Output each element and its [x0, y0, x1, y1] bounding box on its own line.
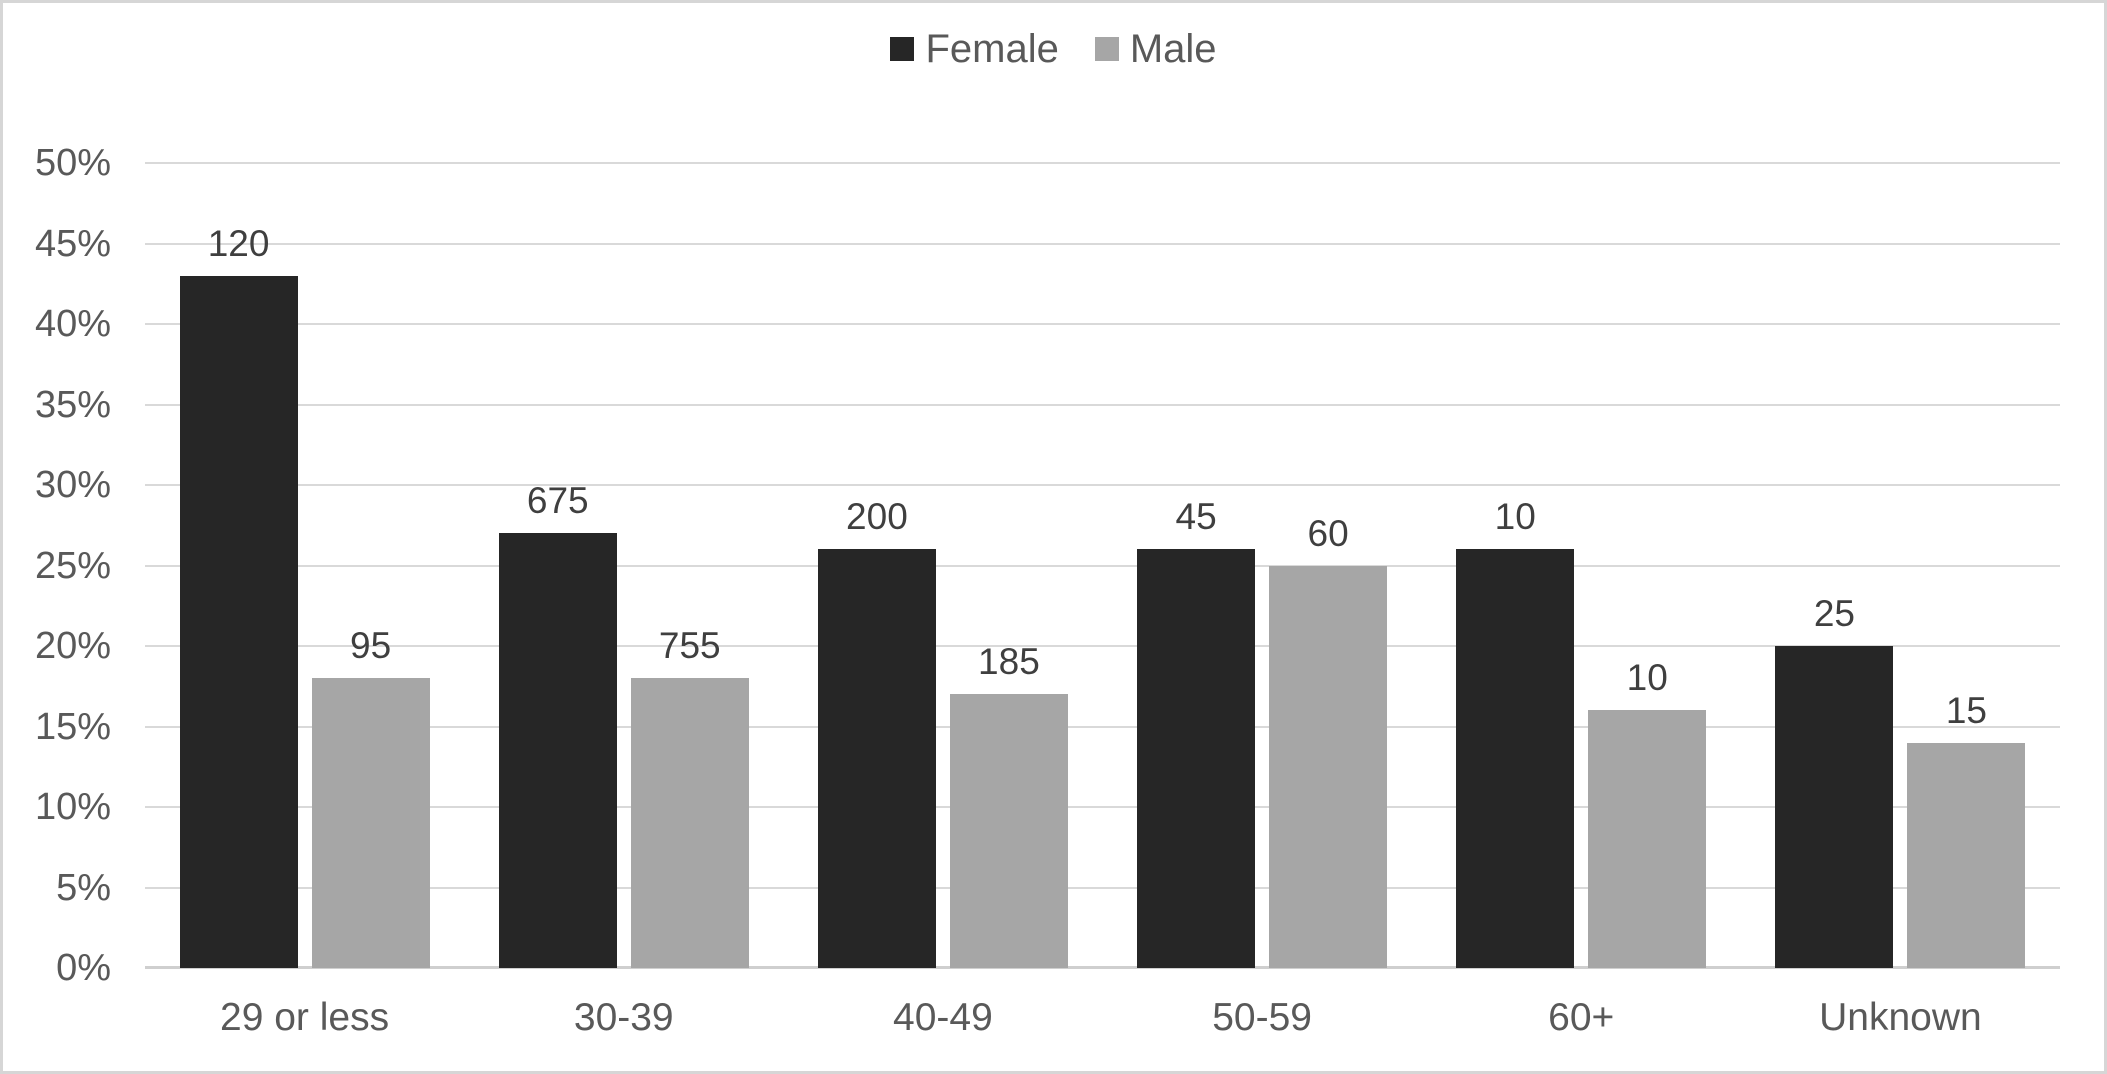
data-label-female-60+: 10 — [1494, 496, 1536, 538]
x-tick-label-40-49: 40-49 — [893, 996, 993, 1039]
data-label-female-50-59: 45 — [1175, 496, 1217, 538]
bar-male-60+[interactable] — [1588, 710, 1707, 968]
bar-male-29-or-less[interactable] — [311, 678, 430, 968]
data-label-male-60+: 10 — [1626, 657, 1668, 699]
y-tick-label-20: 20% — [34, 625, 111, 667]
bar-female-30-39[interactable] — [498, 533, 617, 968]
bar-female-29-or-less[interactable] — [179, 275, 298, 968]
y-tick-label-50: 50% — [34, 142, 111, 184]
gridline-50pct — [145, 162, 2060, 164]
data-label-female-40-49: 200 — [846, 496, 908, 538]
y-tick-label-10: 10% — [34, 786, 111, 828]
gridline-40pct — [145, 323, 2060, 325]
gridline-45pct — [145, 242, 2060, 245]
x-tick-label-30-39: 30-39 — [573, 996, 674, 1039]
data-label-male-30-39: 755 — [658, 625, 721, 667]
gridline-0pct — [145, 966, 2060, 969]
gridline-5pct — [145, 886, 2060, 889]
y-tick-label-15: 15% — [34, 705, 111, 748]
bar-male-40-49[interactable] — [949, 694, 1068, 968]
plot-area: 120 95 675 755 200 185 45 60 10 10 25 15 — [145, 162, 2060, 969]
gridline-35pct — [145, 403, 2060, 406]
bar-male-50-59[interactable] — [1269, 565, 1388, 968]
x-tick-label-60+: 60+ — [1548, 996, 1615, 1039]
data-label-female-unknown: 25 — [1813, 593, 1855, 634]
bar-female-40-49[interactable] — [817, 549, 936, 968]
gridline-30pct — [145, 484, 2060, 486]
legend-item-female[interactable]: Female — [890, 27, 1059, 71]
bar-male-unknown[interactable] — [1907, 742, 2026, 968]
y-tick-label-30: 30% — [34, 464, 111, 506]
data-label-female-29-or-less: 120 — [207, 222, 270, 264]
data-label-male-40-49: 185 — [978, 641, 1040, 683]
data-label-female-30-39: 675 — [526, 480, 589, 522]
bar-female-50-59[interactable] — [1137, 549, 1256, 968]
data-label-male-50-59: 60 — [1307, 512, 1349, 554]
female-swatch-icon — [890, 37, 915, 61]
data-label-male-29-or-less: 95 — [350, 625, 392, 667]
bar-male-30-39[interactable] — [630, 678, 749, 968]
gridline-15pct — [145, 725, 2060, 728]
y-tick-label-0: 0% — [56, 947, 111, 989]
gridline-25pct — [145, 564, 2060, 567]
x-tick-label-unknown: Unknown — [1819, 996, 1982, 1039]
bar-female-unknown[interactable] — [1775, 646, 1894, 968]
legend-label-male: Male — [1129, 27, 1217, 71]
x-tick-label-50-59: 50-59 — [1212, 996, 1312, 1039]
x-tick-label-29-or-less: 29 or less — [220, 996, 390, 1039]
y-tick-label-5: 5% — [56, 866, 111, 909]
legend-label-female: Female — [925, 27, 1059, 71]
gridline-20pct — [145, 645, 2060, 647]
bar-female-60+[interactable] — [1456, 549, 1575, 968]
data-label-male-unknown: 15 — [1945, 689, 1987, 731]
male-swatch-icon — [1094, 37, 1119, 61]
y-tick-label-40: 40% — [34, 303, 111, 345]
chart-legend: Female Male — [3, 29, 2104, 69]
y-tick-label-25: 25% — [34, 544, 111, 587]
y-tick-label-45: 45% — [34, 222, 111, 265]
legend-item-male[interactable]: Male — [1094, 27, 1217, 71]
y-tick-label-35: 35% — [34, 383, 111, 426]
gridline-10pct — [145, 806, 2060, 808]
